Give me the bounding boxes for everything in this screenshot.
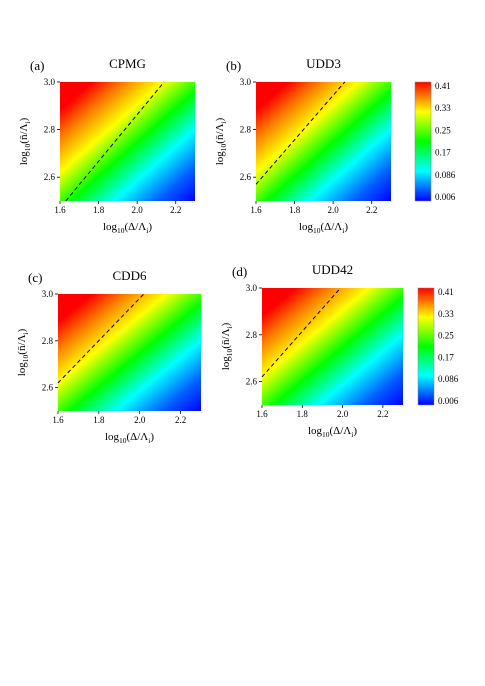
y-tick-label: 2.8 [44, 125, 56, 135]
x-tick-label: 1.8 [93, 205, 105, 215]
y-axis-label: log10(n̄/Λi) [220, 322, 234, 370]
x-tick-label: 1.8 [289, 205, 301, 215]
colorbar-gradient [414, 81, 432, 202]
y-tick-label: 3.0 [246, 283, 258, 293]
x-tick-label: 2.2 [170, 205, 181, 215]
y-axis-label: log10(n̄/Λi) [18, 117, 32, 165]
colorbar-tick-label: 0.006 [435, 192, 456, 202]
x-tick-label: 2.0 [134, 415, 146, 425]
panel-title: UDD3 [306, 56, 341, 71]
panel-label: (c) [28, 270, 42, 285]
colorbar-tick-label: 0.086 [435, 170, 456, 180]
x-axis-label: log10(Δ/Λi) [308, 425, 357, 439]
y-tick-label: 2.6 [246, 377, 258, 387]
x-tick-label: 1.6 [54, 205, 66, 215]
y-tick-label: 2.8 [246, 330, 258, 340]
y-tick-label: 2.8 [240, 125, 252, 135]
panel-cpmg: (a) CPMG 1.6 1.8 2.0 2.2 2.6 2.8 3.0 log10(Δ/Λi) l… [18, 56, 195, 235]
panel-label: (d) [232, 264, 247, 279]
y-tick-label: 3.0 [44, 77, 56, 87]
colorbar-tick-label: 0.17 [438, 352, 454, 362]
x-tick-label: 2.2 [377, 409, 388, 419]
panel-title: CPMG [109, 56, 146, 71]
panel-title: CDD6 [113, 268, 147, 283]
y-tick-label: 2.6 [42, 383, 54, 393]
panel-label: (b) [226, 58, 241, 73]
dashed-boundary-line [255, 81, 346, 185]
colorbar: 0.41 0.33 0.25 0.17 0.086 0.006 [414, 81, 456, 202]
heatmap-field [60, 82, 195, 201]
x-axis-label: log10(Δ/Λi) [105, 431, 154, 445]
x-tick-label: 2.2 [366, 205, 377, 215]
y-tick-label: 2.6 [240, 172, 252, 182]
dashed-boundary-line [261, 287, 341, 378]
panel-title: UDD42 [312, 262, 353, 277]
colorbar-tick-label: 0.41 [438, 287, 454, 297]
panel-udd3: (b) UDD3 1.6 1.8 2.0 2.2 2.6 2.8 3.0 log10(Δ/Λi) l… [214, 56, 456, 235]
y-tick-label: 2.6 [44, 172, 56, 182]
heatmap-field [256, 82, 391, 201]
panel-label: (a) [30, 58, 44, 73]
colorbar-tick-label: 0.17 [435, 148, 451, 158]
y-axis-label: log10(n̄/Λi) [16, 328, 30, 376]
y-tick-label: 3.0 [240, 77, 252, 87]
heatmap-field [262, 288, 403, 405]
colorbar-gradient [417, 287, 435, 406]
colorbar-tick-label: 0.25 [438, 331, 454, 341]
dashed-boundary-line [65, 81, 165, 202]
x-tick-label: 1.6 [256, 409, 268, 419]
colorbar: 0.41 0.33 0.25 0.17 0.086 0.006 [417, 287, 459, 406]
x-tick-label: 2.2 [175, 415, 186, 425]
panel-udd42: (d) UDD42 1.6 1.8 2.0 2.2 2.6 2.8 3.0 log10(Δ/Λi)… [220, 262, 459, 439]
colorbar-tick-label: 0.086 [438, 374, 459, 384]
colorbar-tick-label: 0.41 [435, 81, 451, 91]
x-tick-label: 2.0 [132, 205, 144, 215]
x-tick-label: 1.6 [250, 205, 262, 215]
x-tick-label: 2.0 [328, 205, 340, 215]
y-axis-label: log10(n̄/Λi) [214, 117, 228, 165]
x-tick-label: 1.8 [93, 415, 105, 425]
x-axis-label: log10(Δ/Λi) [299, 221, 348, 235]
colorbar-tick-label: 0.006 [438, 396, 459, 406]
colorbar-tick-label: 0.33 [435, 103, 451, 113]
y-tick-label: 3.0 [42, 289, 54, 299]
panels: (a) CPMG 1.6 1.8 2.0 2.2 2.6 2.8 3.0 log10(Δ/Λi) l… [16, 56, 459, 445]
heatmap-field [58, 294, 201, 411]
panel-cdd6: (c) CDD6 1.6 1.8 2.0 2.2 2.6 2.8 3.0 log10(Δ/Λi) l… [16, 268, 201, 445]
x-tick-label: 2.0 [337, 409, 349, 419]
y-tick-label: 2.8 [42, 336, 54, 346]
x-axis-label: log10(Δ/Λi) [103, 221, 152, 235]
colorbar-tick-label: 0.33 [438, 309, 454, 319]
x-tick-label: 1.8 [297, 409, 309, 419]
x-tick-label: 1.6 [52, 415, 64, 425]
colorbar-tick-label: 0.25 [435, 125, 451, 135]
